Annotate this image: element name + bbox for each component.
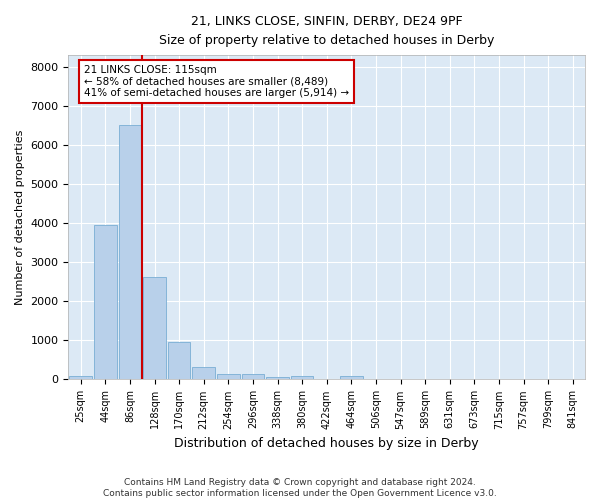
Bar	[119, 126, 141, 380]
Bar	[193, 366, 215, 380]
Title: 21, LINKS CLOSE, SINFIN, DERBY, DE24 9PF
Size of property relative to detached h: 21, LINKS CLOSE, SINFIN, DERBY, DE24 9PF…	[159, 15, 494, 47]
Bar	[94, 225, 116, 380]
Bar	[168, 342, 190, 380]
Bar	[266, 376, 289, 380]
Y-axis label: Number of detached properties: Number of detached properties	[15, 130, 25, 305]
Bar	[143, 277, 166, 380]
Bar	[340, 376, 362, 380]
Bar	[217, 374, 239, 380]
Text: 21 LINKS CLOSE: 115sqm
← 58% of detached houses are smaller (8,489)
41% of semi-: 21 LINKS CLOSE: 115sqm ← 58% of detached…	[84, 65, 349, 98]
X-axis label: Distribution of detached houses by size in Derby: Distribution of detached houses by size …	[175, 437, 479, 450]
Bar	[242, 374, 264, 380]
Text: Contains HM Land Registry data © Crown copyright and database right 2024.
Contai: Contains HM Land Registry data © Crown c…	[103, 478, 497, 498]
Bar	[291, 376, 313, 380]
Bar	[70, 376, 92, 380]
